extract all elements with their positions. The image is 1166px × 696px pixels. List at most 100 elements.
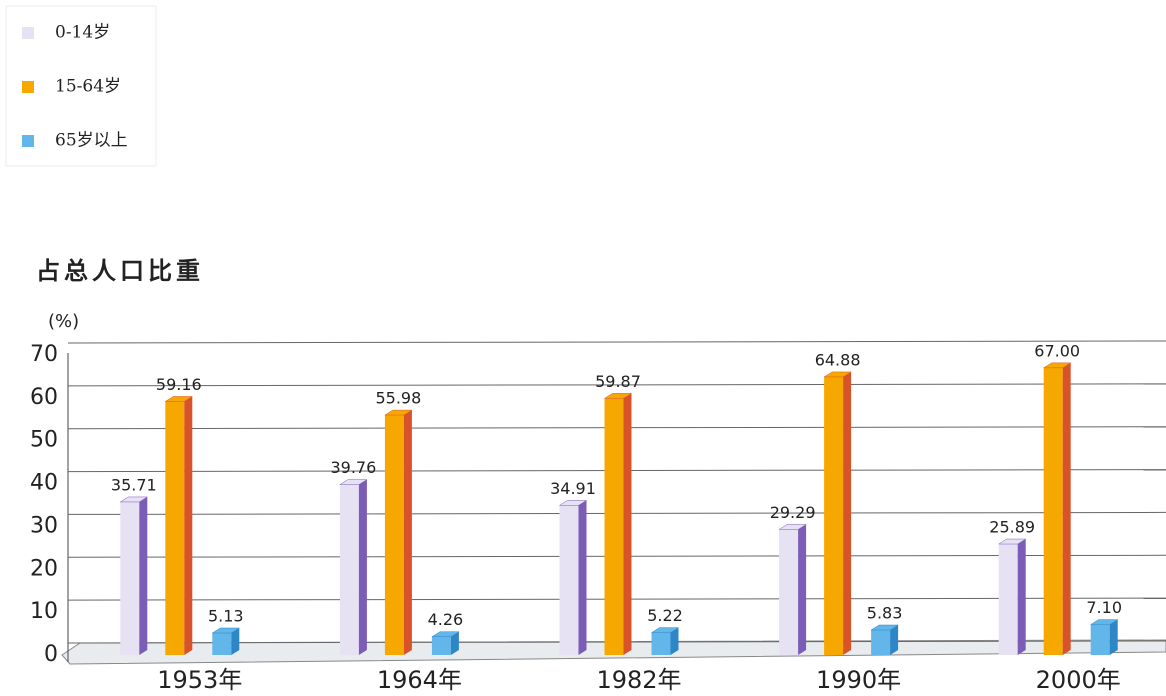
value-label: 5.13 [208,607,244,626]
x-tick-label: 1990年 [816,666,901,694]
bar-front [559,505,579,655]
bar-top [431,631,460,637]
bar [997,538,1027,655]
bar-side [623,393,632,655]
bar-side [890,625,899,655]
bar [1089,619,1119,655]
bar [119,496,149,655]
y-tick-label: 60 [30,385,58,410]
grid-line [67,340,1166,344]
y-tick-label: 50 [30,428,58,453]
y-axis-label: (%) [48,311,79,332]
bar [431,631,460,655]
value-label: 67.00 [1034,341,1080,360]
x-tick-label: 1953年 [157,666,242,694]
bar [778,524,807,655]
bar-top [1042,362,1072,369]
bar-top [339,479,368,485]
bar-front [165,401,185,655]
y-tick-label: 0 [44,642,58,667]
y-tick-label: 30 [30,513,58,538]
bar [870,624,899,655]
bar-top [164,396,194,402]
bar-top [778,524,807,530]
bar [1042,362,1072,655]
y-tick-label: 40 [30,471,58,496]
bar-side [184,396,193,655]
legend-swatch [22,81,34,93]
legend-text: 0-14岁 [55,23,110,43]
bar-side [403,410,412,655]
legend-swatch [22,27,34,39]
y-tick-label: 10 [30,599,58,624]
value-label: 64.88 [815,350,861,369]
bar-front [824,376,844,655]
value-label: 5.83 [867,604,903,623]
bar-front [779,529,799,655]
bar-top [384,409,413,416]
bar-side [231,628,240,655]
bar-front [998,544,1018,655]
bar [650,627,680,655]
bar-top [558,500,588,506]
bar-front [871,630,891,655]
bar-side [1017,539,1026,655]
value-label: 25.89 [989,518,1035,537]
bar-front [384,415,404,655]
x-tick-label: 1964年 [377,666,462,694]
bar-side [358,479,367,655]
bar-side [843,371,852,655]
x-tick-label: 2000年 [1036,666,1121,694]
bar-top [211,627,241,634]
grid-line [67,383,1166,387]
value-label: 55.98 [375,389,421,408]
value-label: 35.71 [111,475,157,494]
value-label: 59.16 [156,375,202,394]
bar-top [1089,619,1119,625]
bar-top [823,371,852,378]
value-label: 34.91 [550,479,596,498]
value-label: 59.87 [595,372,641,391]
bar [164,396,194,655]
bar-side [1062,362,1071,655]
bar-side [670,627,679,655]
bar-side [450,631,459,655]
value-label: 39.76 [330,458,376,477]
bar-top [650,627,680,633]
value-label: 29.29 [770,503,816,522]
bar [603,393,633,655]
value-label: 5.22 [647,606,683,625]
chart-title: 占总人口比重 [36,257,204,285]
value-label: 4.26 [428,610,464,629]
x-tick-label: 1982年 [596,666,681,694]
bar-side [578,500,587,655]
bar [823,371,852,655]
bar-front [339,484,359,655]
bar-front [1043,367,1063,655]
bar-top [603,393,633,399]
bar-front [651,632,671,655]
bar-top [119,496,149,503]
bar-top [870,624,899,631]
bar [339,479,368,655]
bar [211,627,241,655]
bar [558,500,588,655]
bar-front [431,636,451,655]
legend-text: 65岁以上 [55,131,128,151]
bar-front [604,398,624,655]
y-tick-label: 20 [30,556,58,581]
legend-box [5,5,157,167]
bar-top [997,538,1027,545]
bar-side [139,496,148,655]
bar-front [120,501,140,655]
legend-text: 15-64岁 [55,77,121,97]
y-tick-label: 70 [30,342,58,367]
bar [384,409,413,655]
value-label: 7.10 [1086,598,1122,617]
bar-front [212,633,232,655]
bar-front [1090,624,1110,655]
bar-side [1109,619,1118,655]
bar-side [798,524,807,655]
legend-swatch [22,135,34,147]
